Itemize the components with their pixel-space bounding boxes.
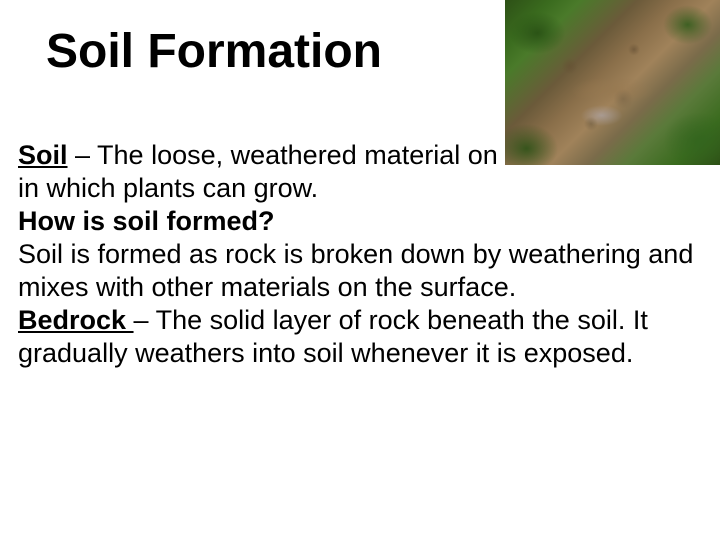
slide-body: Soil – The loose, weathered material on … [18, 139, 702, 370]
soil-term: Soil [18, 140, 68, 170]
question-line: How is soil formed? [18, 205, 702, 238]
slide-container: Soil Formation Soil – The loose, weather… [0, 0, 720, 540]
question-text: How is soil formed? [18, 206, 275, 236]
stream-vegetation-photo [505, 0, 720, 165]
answer-line: Soil is formed as rock is broken down by… [18, 238, 702, 304]
bedrock-term: Bedrock [18, 305, 134, 335]
bedrock-definition-line: Bedrock – The solid layer of rock beneat… [18, 304, 702, 370]
